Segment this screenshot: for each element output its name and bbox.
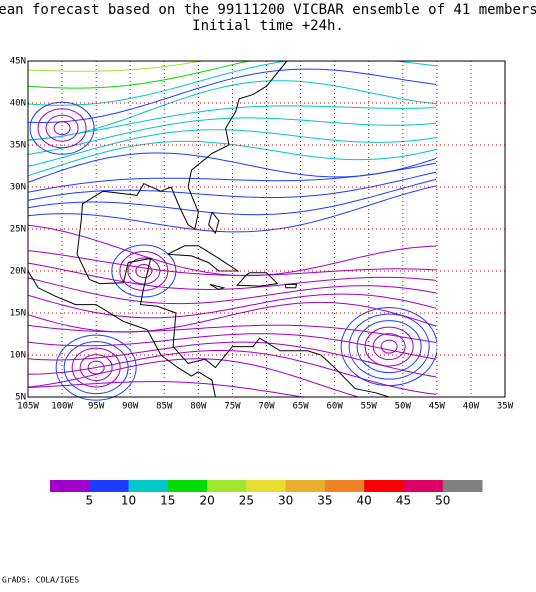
coastline bbox=[208, 211, 220, 235]
colorbar-box bbox=[89, 480, 130, 492]
colorbar-box bbox=[167, 480, 208, 492]
vortex bbox=[55, 334, 137, 401]
colorbar-label: 25 bbox=[239, 494, 254, 508]
vortex bbox=[71, 347, 121, 388]
lon-label: 60W bbox=[327, 402, 344, 412]
lon-label: 40W bbox=[463, 402, 480, 412]
lat-label: 35N bbox=[10, 141, 26, 151]
vortex bbox=[37, 108, 87, 149]
streamline bbox=[27, 185, 437, 233]
lat-label: 5N bbox=[15, 393, 26, 403]
lon-label: 90W bbox=[122, 402, 139, 412]
colorbar: 5 10 15 20 25 30 35 40 45 50 bbox=[50, 480, 483, 508]
streamline bbox=[27, 140, 437, 177]
colorbar-label: 15 bbox=[160, 494, 175, 508]
colorbar-label: 50 bbox=[435, 494, 450, 508]
lon-label: 45W bbox=[429, 402, 446, 412]
vortex bbox=[372, 333, 406, 361]
colorbar-box bbox=[207, 480, 247, 492]
streamline bbox=[27, 60, 437, 106]
colorbar-box bbox=[403, 480, 444, 492]
colorbar-box bbox=[442, 480, 483, 492]
vortex bbox=[364, 326, 414, 367]
lon-label: 55W bbox=[361, 402, 378, 412]
colorbar-label: 10 bbox=[121, 494, 136, 508]
streamline bbox=[27, 262, 437, 291]
streamline bbox=[27, 105, 437, 141]
vortex bbox=[111, 244, 177, 298]
colorbar-label: 35 bbox=[317, 494, 332, 508]
lon-label: 50W bbox=[395, 402, 412, 412]
lon-label: 95W bbox=[88, 402, 105, 412]
lat-label: 45N bbox=[10, 57, 26, 67]
colorbar-box bbox=[324, 480, 365, 492]
colorbar-box bbox=[246, 480, 287, 492]
footer: GrADS: COLA/IGES bbox=[2, 576, 79, 585]
colorbar-label: 5 bbox=[85, 494, 93, 508]
streamline bbox=[27, 277, 437, 305]
lon-label: 100W bbox=[51, 402, 73, 412]
lon-label: 80W bbox=[190, 402, 207, 412]
lat-label: 40N bbox=[10, 99, 26, 109]
coastline bbox=[236, 272, 279, 287]
vortex bbox=[29, 101, 95, 155]
vortex bbox=[380, 339, 398, 354]
lat-label: 30N bbox=[10, 183, 26, 193]
lon-label: 105W bbox=[17, 402, 39, 412]
streamline bbox=[27, 224, 437, 277]
streamline bbox=[27, 129, 437, 167]
colorbar-box bbox=[128, 480, 169, 492]
coastline bbox=[76, 60, 390, 398]
lon-label: 75W bbox=[224, 402, 241, 412]
colorbar-label: 45 bbox=[396, 494, 411, 508]
colorbar-label: 40 bbox=[357, 494, 372, 508]
coastline bbox=[285, 283, 298, 289]
coastline bbox=[27, 270, 216, 398]
vortex bbox=[127, 257, 161, 285]
lat-label: 10N bbox=[10, 351, 26, 361]
colorbar-box bbox=[50, 480, 90, 492]
colorbar-label: 20 bbox=[199, 494, 214, 508]
vortex bbox=[119, 251, 169, 291]
subtitle: Initial time +24h. bbox=[192, 18, 344, 34]
lon-label: 85W bbox=[156, 402, 173, 412]
vortex bbox=[356, 320, 422, 374]
lon-label: 35W bbox=[497, 402, 514, 412]
streamline bbox=[27, 250, 437, 276]
title: Mean forecast based on the 99111200 VICB… bbox=[0, 2, 536, 18]
lon-label: 70W bbox=[258, 402, 275, 412]
vortex bbox=[135, 264, 153, 278]
map-frame bbox=[27, 60, 506, 398]
vortex bbox=[348, 313, 430, 380]
lat-label: 25N bbox=[10, 225, 26, 235]
streamline bbox=[27, 301, 437, 333]
vortex bbox=[53, 121, 71, 136]
lat-label: 20N bbox=[10, 267, 26, 277]
lat-label: 15N bbox=[10, 309, 26, 319]
streamline bbox=[27, 349, 437, 395]
coastline bbox=[209, 283, 226, 291]
colorbar-box bbox=[364, 480, 404, 492]
vortex bbox=[340, 307, 438, 387]
colorbar-box bbox=[285, 480, 326, 492]
coastline bbox=[167, 245, 240, 272]
colorbar-label: 30 bbox=[278, 494, 293, 508]
streamline bbox=[27, 324, 437, 343]
lon-label: 65W bbox=[292, 402, 309, 412]
